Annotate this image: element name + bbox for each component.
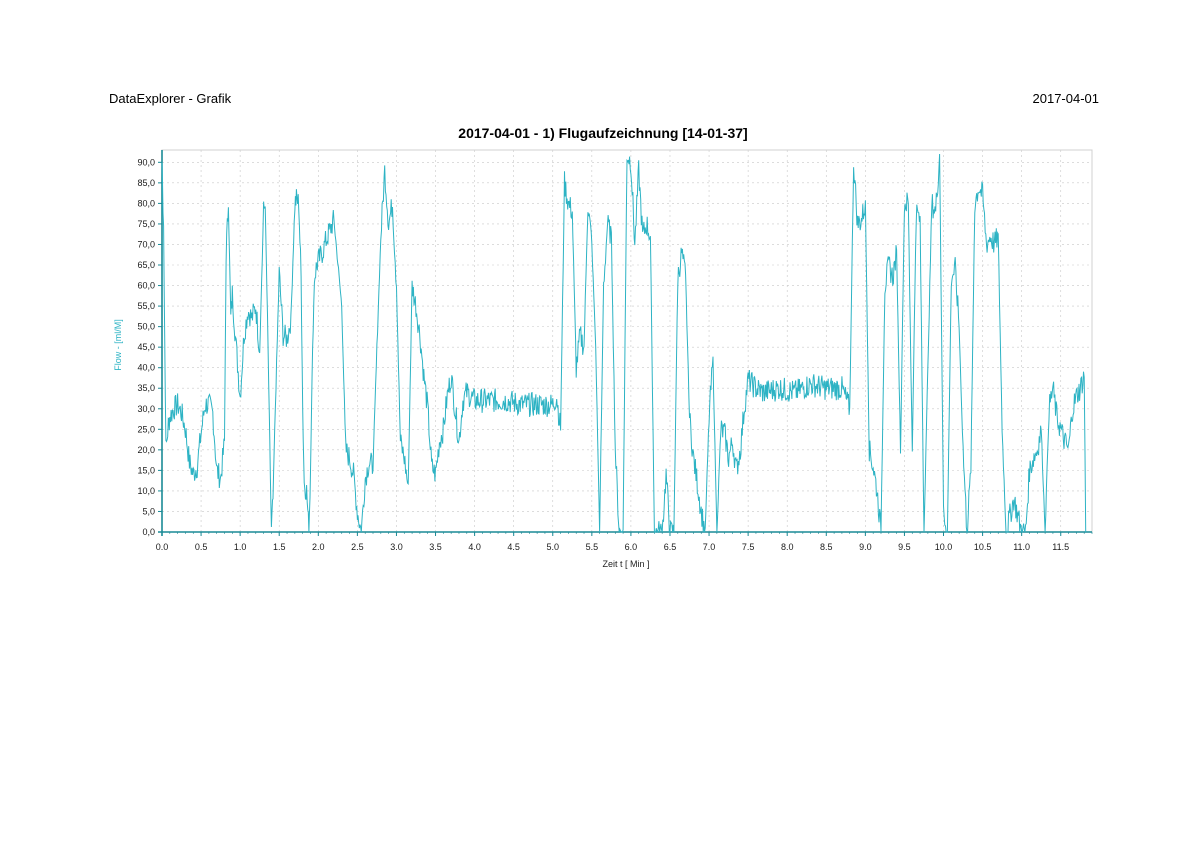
- x-tick-label: 6.5: [664, 542, 677, 552]
- series-line-flow: [161, 153, 1087, 534]
- x-tick-label: 0.5: [195, 542, 208, 552]
- header-date: 2017-04-01: [1032, 91, 1100, 106]
- y-tick-label: 40,0: [137, 363, 155, 373]
- y-tick-label: 60,0: [137, 281, 155, 291]
- y-tick-label: 45,0: [137, 342, 155, 352]
- y-tick-label: 55,0: [137, 301, 155, 311]
- x-tick-label: 2.5: [351, 542, 364, 552]
- y-tick-label: 90,0: [137, 157, 155, 167]
- x-tick-label: 3.0: [390, 542, 403, 552]
- y-tick-label: 30,0: [137, 404, 155, 414]
- chart-grid: [161, 150, 1092, 533]
- x-tick-label: 3.5: [429, 542, 442, 552]
- x-tick-label: 1.0: [234, 542, 247, 552]
- x-tick-label: 10.5: [974, 542, 992, 552]
- x-tick-label: 9.5: [898, 542, 911, 552]
- x-tick-label: 0.0: [156, 542, 169, 552]
- y-tick-label: 75,0: [137, 219, 155, 229]
- x-tick-label: 9.0: [859, 542, 872, 552]
- x-tick-label: 5.0: [546, 542, 559, 552]
- x-tick-label: 4.0: [468, 542, 481, 552]
- x-tick-label: 8.0: [781, 542, 794, 552]
- y-tick-label: 0,0: [142, 527, 155, 537]
- y-tick-label: 70,0: [137, 239, 155, 249]
- x-tick-label: 7.0: [703, 542, 716, 552]
- y-tick-labels: 0,0 5,0 10,0 15,0 20,0 25,0 30,0 35,0 40,0 45,0 50…: [137, 157, 155, 537]
- x-tick-label: 11.5: [1052, 542, 1069, 552]
- y-tick-label: 15,0: [137, 465, 155, 475]
- app-title: DataExplorer - Grafik: [109, 91, 232, 106]
- x-tick-label: 7.5: [742, 542, 755, 552]
- x-tick-label: 6.0: [625, 542, 638, 552]
- y-axis-label: Flow - [ml/M]: [113, 319, 123, 371]
- y-tick-label: 80,0: [137, 198, 155, 208]
- x-tick-label: 8.5: [820, 542, 833, 552]
- x-tick-label: 1.5: [273, 542, 286, 552]
- y-tick-label: 5,0: [142, 506, 155, 516]
- y-tick-label: 20,0: [137, 445, 155, 455]
- y-tick-label: 50,0: [137, 322, 155, 332]
- x-tick-label: 2.0: [312, 542, 325, 552]
- x-tick-label: 4.5: [507, 542, 520, 552]
- y-tick-label: 85,0: [137, 178, 155, 188]
- chart-title: 2017-04-01 - 1) Flugaufzeichnung [14-01-…: [458, 125, 747, 141]
- y-tick-label: 25,0: [137, 424, 155, 434]
- x-tick-label: 10.0: [935, 542, 953, 552]
- x-tick-labels: 0.0 0.5 1.0 1.5 2.0 2.5 3.0 3.5 4.0 4.5 5.0 5.5 6.0 6…: [156, 542, 1069, 552]
- y-tick-label: 10,0: [137, 486, 155, 496]
- x-axis-label: Zeit t [ Min ]: [602, 559, 649, 569]
- x-tick-label: 5.5: [586, 542, 599, 552]
- y-tick-label: 35,0: [137, 383, 155, 393]
- y-tick-label: 65,0: [137, 260, 155, 270]
- x-tick-label: 11.0: [1013, 542, 1030, 552]
